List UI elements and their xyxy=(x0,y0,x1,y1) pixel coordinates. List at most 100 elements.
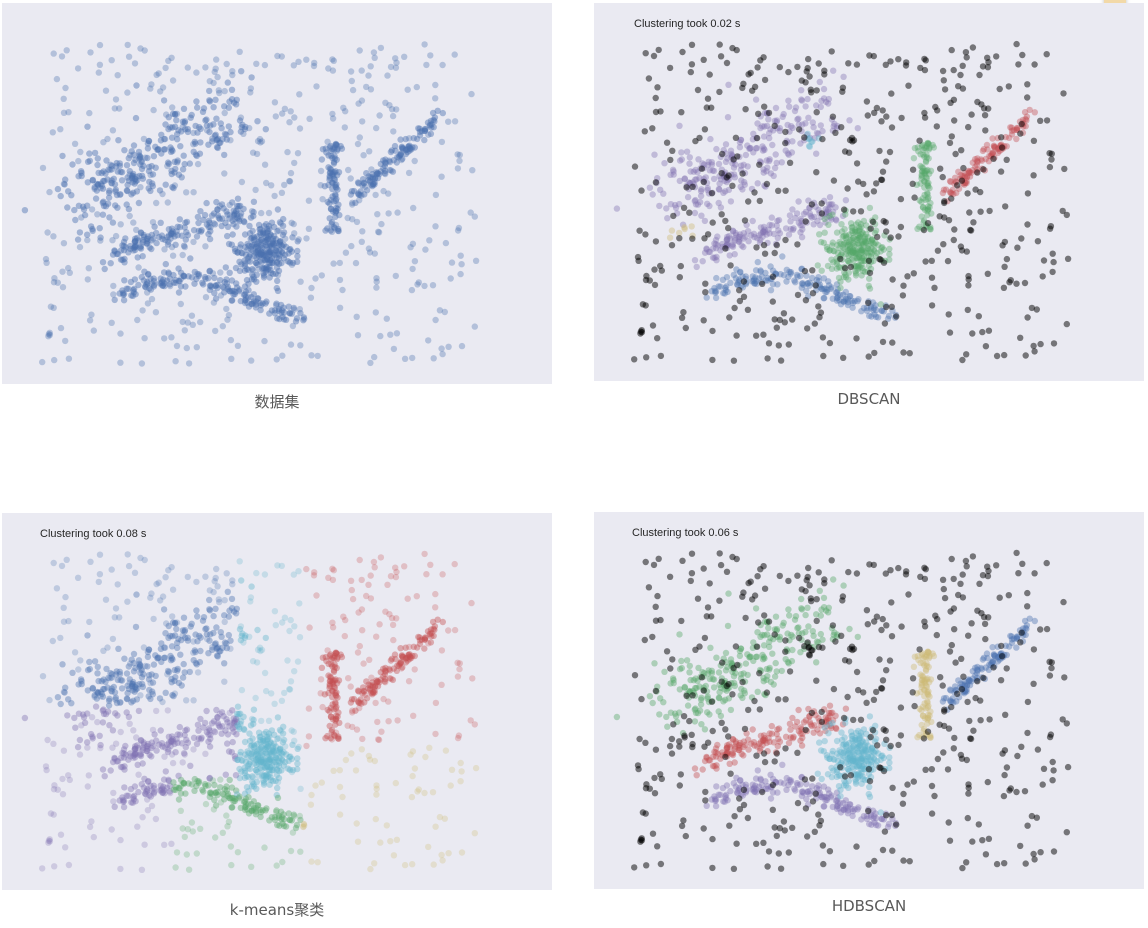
data-point xyxy=(760,674,767,682)
data-point xyxy=(881,320,889,327)
data-point xyxy=(918,175,925,182)
data-point xyxy=(285,757,292,764)
data-point xyxy=(732,134,740,141)
data-point xyxy=(116,162,124,170)
data-point xyxy=(280,811,287,818)
data-point xyxy=(279,739,287,746)
data-point xyxy=(268,255,275,262)
data-point xyxy=(426,630,433,637)
data-point xyxy=(144,300,152,307)
data-point xyxy=(81,719,89,726)
data-point xyxy=(715,694,723,701)
data-point xyxy=(839,212,847,220)
data-point xyxy=(829,201,836,208)
data-point xyxy=(272,251,279,258)
data-point xyxy=(731,304,738,312)
data-point xyxy=(397,660,404,667)
data-point xyxy=(692,709,700,717)
data-point xyxy=(162,574,169,581)
data-point xyxy=(317,690,324,697)
data-point xyxy=(177,782,185,790)
data-point xyxy=(1023,117,1030,124)
data-point xyxy=(371,689,378,696)
data-point xyxy=(724,663,731,671)
data-point xyxy=(880,217,887,225)
data-point xyxy=(676,157,684,164)
data-point xyxy=(335,709,342,716)
data-point xyxy=(303,235,310,242)
data-point xyxy=(252,304,260,311)
data-point xyxy=(94,663,102,671)
data-point xyxy=(885,312,893,320)
data-point xyxy=(275,305,282,313)
data-point xyxy=(182,743,189,751)
data-point xyxy=(713,654,720,661)
data-point xyxy=(324,732,331,740)
data-point xyxy=(723,274,731,281)
data-point xyxy=(169,759,177,767)
data-point xyxy=(391,142,399,150)
data-point xyxy=(326,172,333,180)
data-point xyxy=(916,223,923,230)
data-point xyxy=(769,775,777,783)
data-point xyxy=(267,231,274,238)
data-point xyxy=(113,191,121,199)
data-point xyxy=(817,103,824,111)
data-point xyxy=(224,211,231,218)
data-point xyxy=(817,238,825,246)
data-point xyxy=(963,351,970,358)
data-point xyxy=(175,635,182,643)
data-point xyxy=(925,194,932,201)
data-point xyxy=(131,751,138,758)
data-point xyxy=(262,233,270,241)
data-point xyxy=(156,280,164,287)
data-point xyxy=(286,259,294,266)
data-point xyxy=(214,788,221,796)
data-point xyxy=(249,247,256,254)
data-point xyxy=(394,662,401,669)
data-point xyxy=(54,786,61,793)
data-point xyxy=(305,705,313,712)
data-point xyxy=(727,706,735,714)
data-point xyxy=(272,247,280,254)
data-point xyxy=(398,156,405,164)
data-point xyxy=(855,234,863,242)
data-point xyxy=(241,260,249,267)
data-point xyxy=(975,313,982,320)
data-point xyxy=(946,329,954,336)
data-point xyxy=(149,726,157,734)
data-point xyxy=(213,706,220,714)
data-point xyxy=(263,179,270,187)
data-point xyxy=(708,667,715,674)
data-point xyxy=(805,623,812,630)
data-point xyxy=(330,731,338,738)
data-point xyxy=(849,249,856,256)
data-point xyxy=(212,640,219,647)
data-point xyxy=(269,259,276,267)
data-point xyxy=(897,195,905,203)
data-point xyxy=(129,179,136,186)
data-point xyxy=(916,197,923,204)
data-point xyxy=(860,241,867,248)
data-point xyxy=(974,155,981,162)
data-point xyxy=(314,859,321,866)
data-point xyxy=(127,753,134,760)
data-point xyxy=(270,758,277,766)
data-point xyxy=(725,590,732,597)
data-point xyxy=(957,243,965,250)
data-point xyxy=(269,239,276,246)
data-point xyxy=(332,676,339,683)
data-point xyxy=(774,726,781,733)
data-point xyxy=(106,695,113,702)
data-point xyxy=(706,71,713,78)
data-point xyxy=(224,232,231,240)
data-point xyxy=(143,235,151,243)
data-point xyxy=(794,624,801,632)
data-point xyxy=(102,87,110,94)
data-point xyxy=(259,772,266,779)
data-point xyxy=(925,140,932,148)
data-point xyxy=(749,781,756,788)
data-point xyxy=(279,730,287,737)
data-point xyxy=(190,649,197,656)
data-point xyxy=(833,265,840,272)
